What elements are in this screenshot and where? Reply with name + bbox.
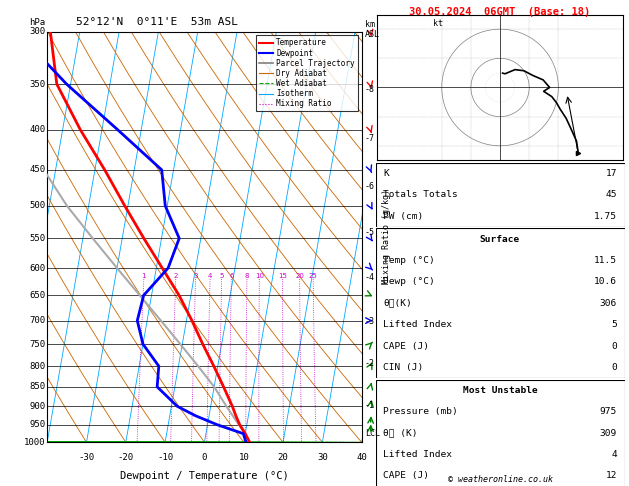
Text: Surface: Surface bbox=[480, 235, 520, 243]
Text: 1: 1 bbox=[142, 273, 146, 279]
Text: 550: 550 bbox=[30, 234, 46, 243]
Text: 650: 650 bbox=[30, 291, 46, 300]
Text: Pressure (mb): Pressure (mb) bbox=[383, 407, 458, 416]
Text: -7: -7 bbox=[365, 134, 375, 143]
Text: Lifted Index: Lifted Index bbox=[383, 450, 452, 459]
Text: 1000: 1000 bbox=[24, 438, 46, 447]
Text: 2: 2 bbox=[174, 273, 178, 279]
Text: 25: 25 bbox=[309, 273, 318, 279]
Text: 10: 10 bbox=[238, 452, 249, 462]
Text: 600: 600 bbox=[30, 263, 46, 273]
Text: 700: 700 bbox=[30, 316, 46, 325]
Text: 17: 17 bbox=[606, 169, 617, 178]
Text: -10: -10 bbox=[157, 452, 173, 462]
Text: 6: 6 bbox=[229, 273, 233, 279]
Text: 45: 45 bbox=[606, 191, 617, 199]
Text: Totals Totals: Totals Totals bbox=[383, 191, 458, 199]
Text: -30: -30 bbox=[79, 452, 94, 462]
Text: 400: 400 bbox=[30, 125, 46, 134]
Text: 0: 0 bbox=[202, 452, 207, 462]
Text: 306: 306 bbox=[600, 299, 617, 308]
Text: 4: 4 bbox=[208, 273, 212, 279]
Text: 300: 300 bbox=[30, 27, 46, 36]
Text: 5: 5 bbox=[611, 320, 617, 329]
Text: 750: 750 bbox=[30, 340, 46, 348]
Text: hPa: hPa bbox=[30, 18, 46, 28]
Text: 800: 800 bbox=[30, 362, 46, 371]
Text: Lifted Index: Lifted Index bbox=[383, 320, 452, 329]
Text: 30: 30 bbox=[317, 452, 328, 462]
Text: θᴇ (K): θᴇ (K) bbox=[383, 429, 418, 437]
Text: -20: -20 bbox=[118, 452, 134, 462]
Text: 975: 975 bbox=[600, 407, 617, 416]
Text: 0: 0 bbox=[611, 363, 617, 372]
Text: -5: -5 bbox=[365, 228, 375, 237]
Text: 8: 8 bbox=[245, 273, 249, 279]
Text: -8: -8 bbox=[365, 86, 375, 94]
Text: -2: -2 bbox=[365, 360, 375, 368]
Text: CAPE (J): CAPE (J) bbox=[383, 471, 429, 480]
Text: CIN (J): CIN (J) bbox=[383, 363, 423, 372]
Text: kt: kt bbox=[433, 19, 443, 28]
Text: CAPE (J): CAPE (J) bbox=[383, 342, 429, 350]
Text: 850: 850 bbox=[30, 382, 46, 391]
Text: 950: 950 bbox=[30, 420, 46, 429]
Text: K: K bbox=[383, 169, 389, 178]
Text: 350: 350 bbox=[30, 80, 46, 88]
Text: 450: 450 bbox=[30, 165, 46, 174]
Text: 20: 20 bbox=[277, 452, 289, 462]
Text: 40: 40 bbox=[356, 452, 367, 462]
Text: 4: 4 bbox=[611, 450, 617, 459]
Text: 11.5: 11.5 bbox=[594, 256, 617, 265]
Text: Dewpoint / Temperature (°C): Dewpoint / Temperature (°C) bbox=[120, 471, 289, 481]
Text: 0: 0 bbox=[611, 342, 617, 350]
Text: 900: 900 bbox=[30, 402, 46, 411]
Text: 10: 10 bbox=[255, 273, 264, 279]
Text: 309: 309 bbox=[600, 429, 617, 437]
Legend: Temperature, Dewpoint, Parcel Trajectory, Dry Adiabat, Wet Adiabat, Isotherm, Mi: Temperature, Dewpoint, Parcel Trajectory… bbox=[256, 35, 358, 111]
Text: 3: 3 bbox=[193, 273, 198, 279]
Text: PW (cm): PW (cm) bbox=[383, 212, 423, 221]
Text: © weatheronline.co.uk: © weatheronline.co.uk bbox=[448, 474, 552, 484]
Text: 52°12'N  0°11'E  53m ASL: 52°12'N 0°11'E 53m ASL bbox=[76, 17, 238, 27]
Text: ASL: ASL bbox=[365, 30, 380, 39]
Text: Temp (°C): Temp (°C) bbox=[383, 256, 435, 265]
Text: -1: -1 bbox=[365, 401, 375, 410]
Text: 12: 12 bbox=[606, 471, 617, 480]
Text: θᴇ(K): θᴇ(K) bbox=[383, 299, 412, 308]
Text: 30.05.2024  06GMT  (Base: 18): 30.05.2024 06GMT (Base: 18) bbox=[409, 7, 591, 17]
Text: LCL: LCL bbox=[365, 429, 380, 438]
Text: Dewp (°C): Dewp (°C) bbox=[383, 278, 435, 286]
Text: 10.6: 10.6 bbox=[594, 278, 617, 286]
Text: -3: -3 bbox=[365, 316, 375, 326]
Text: Mixing Ratio (g/kg): Mixing Ratio (g/kg) bbox=[382, 190, 391, 284]
Text: -4: -4 bbox=[365, 273, 375, 282]
Text: Most Unstable: Most Unstable bbox=[463, 386, 537, 395]
Text: -6: -6 bbox=[365, 182, 375, 191]
Text: 500: 500 bbox=[30, 201, 46, 210]
Text: 1.75: 1.75 bbox=[594, 212, 617, 221]
Text: 5: 5 bbox=[220, 273, 224, 279]
Text: 20: 20 bbox=[295, 273, 304, 279]
Text: km: km bbox=[365, 20, 375, 29]
Text: 15: 15 bbox=[278, 273, 287, 279]
